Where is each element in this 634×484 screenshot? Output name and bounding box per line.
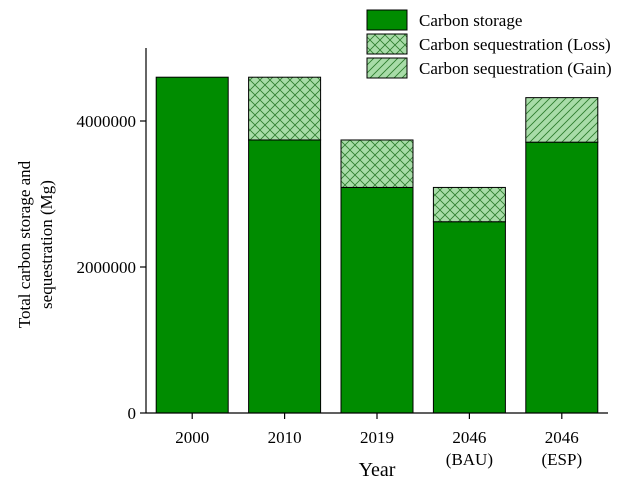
- bar-sequestration-gain-4: [525, 97, 599, 143]
- x-axis-title: Year: [359, 459, 396, 481]
- legend-swatch: [366, 57, 408, 79]
- y-axis-title: Total carbon storage and sequestration (M…: [15, 160, 56, 328]
- legend-swatch: [366, 33, 408, 55]
- x-tick-label: 2019: [360, 428, 394, 447]
- legend-swatch: [366, 9, 408, 31]
- bar-carbon-storage-3: [432, 221, 506, 414]
- x-tick-label: 2046: [452, 428, 486, 447]
- y-tick-label: 0: [128, 404, 137, 423]
- y-tick-label: 4000000: [77, 112, 137, 131]
- y-axis: 0 2000000 4000000: [77, 48, 147, 423]
- bar-carbon-storage-4: [525, 141, 599, 414]
- x-tick-label: 2010: [268, 428, 302, 447]
- bar-sequestration-loss-1: [248, 76, 322, 141]
- bar-carbon-storage-2: [340, 186, 414, 414]
- legend: Carbon storage Carbon sequestration (Loss…: [366, 9, 612, 79]
- bar-sequestration-loss-3: [432, 186, 506, 223]
- bar-carbon-storage-1: [248, 139, 322, 414]
- x-tick-label: 2000: [175, 428, 209, 447]
- bar-carbon-storage-0: [155, 76, 229, 414]
- bar-sequestration-loss-2: [340, 139, 414, 188]
- legend-label: Carbon storage: [419, 11, 522, 30]
- x-tick-label: 2046: [545, 428, 579, 447]
- x-axis: 2000 2010 2019 2046 (BAU) 2046 (ESP): [146, 412, 608, 469]
- y-tick-label: 2000000: [77, 258, 137, 277]
- x-tick-sublabel: (BAU): [446, 450, 493, 469]
- legend-label: Carbon sequestration (Loss): [419, 35, 611, 54]
- bars-group: [155, 76, 599, 414]
- x-tick-sublabel: (ESP): [541, 450, 582, 469]
- y-title-line: Total carbon storage and: [15, 160, 34, 328]
- y-title-line: sequestration (Mg): [37, 180, 56, 309]
- legend-label: Carbon sequestration (Gain): [419, 59, 612, 78]
